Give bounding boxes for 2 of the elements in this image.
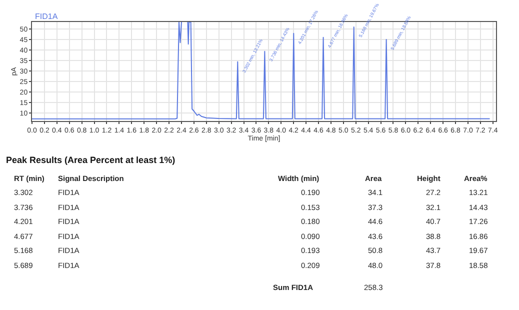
chart-title: FID1A — [35, 12, 58, 21]
text: Peak Results (Area Percent at least 1%) — [6, 155, 176, 165]
